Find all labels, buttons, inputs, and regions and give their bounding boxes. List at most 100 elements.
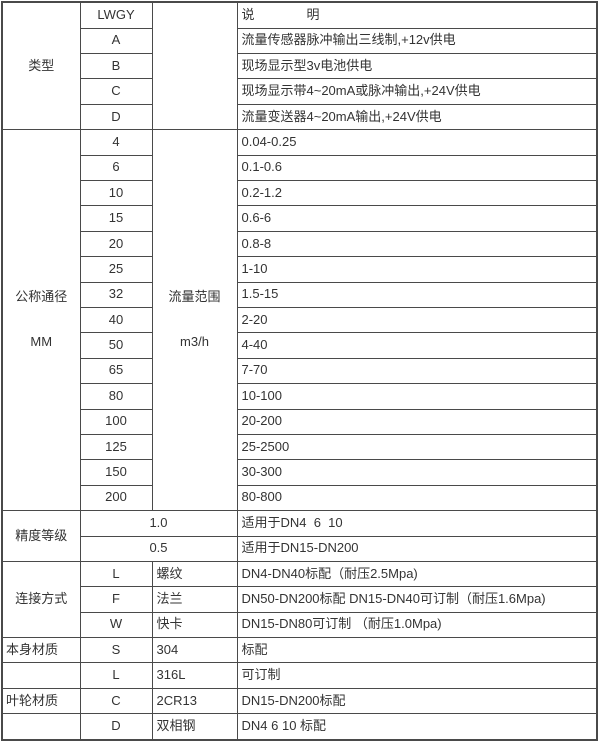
dn-cell: 100 xyxy=(79,408,153,435)
flow-range-cell: 80-800 xyxy=(236,484,598,512)
accuracy-desc: 适用于DN4 6 10 xyxy=(236,510,598,537)
connection-desc: DN15-DN80可订制 （耐压1.0Mpa) xyxy=(236,611,598,639)
connection-name: 快卡 xyxy=(151,611,238,639)
material-desc: DN15-DN200标配 xyxy=(236,687,598,715)
model-cell: LWGY xyxy=(79,1,153,29)
accuracy-desc: 适用于DN15-DN200 xyxy=(236,535,598,562)
accuracy-row: 0.5 适用于DN15-DN200 xyxy=(2,535,598,562)
dn-cell: 6 xyxy=(79,154,153,182)
material-label-empty xyxy=(1,713,81,741)
flow-range-cell: 0.8-8 xyxy=(236,230,598,258)
diameter-row: 200 80-800 xyxy=(2,484,598,512)
diameter-row: 25 1-10 xyxy=(2,256,598,283)
material-name: 316L xyxy=(151,662,238,689)
flow-range-label-line1: 流量范围 xyxy=(168,289,221,305)
type-row: D 流量变送器4~20mA输出,+24V供电 xyxy=(2,103,598,131)
material-name: 304 xyxy=(151,637,238,664)
flow-range-cell: 25-2500 xyxy=(236,433,598,461)
diameter-section-label: 公称通径 MM xyxy=(1,129,81,512)
type-desc: 现场显示型3v电池供电 xyxy=(236,53,598,80)
material-name: 2CR13 xyxy=(151,687,238,715)
flow-range-cell: 10-100 xyxy=(236,383,598,410)
diameter-row: 80 10-100 xyxy=(2,383,598,410)
diameter-row: 15 0.6-6 xyxy=(2,205,598,232)
dn-cell: 40 xyxy=(79,306,153,334)
diameter-row: 20 0.8-8 xyxy=(2,230,598,258)
flow-range-label: 流量范围 m3/h xyxy=(151,129,238,512)
type-desc: 流量变送器4~20mA输出,+24V供电 xyxy=(236,103,598,131)
connection-code: F xyxy=(79,586,153,613)
material-code: L xyxy=(79,662,153,689)
connection-name: 法兰 xyxy=(151,586,238,613)
flow-range-cell: 2-20 xyxy=(236,306,598,334)
material-code: C xyxy=(79,687,153,715)
dn-cell: 20 xyxy=(79,230,153,258)
diameter-row: 150 30-300 xyxy=(2,459,598,486)
flow-range-cell: 0.1-0.6 xyxy=(236,154,598,182)
flow-range-cell: 0.6-6 xyxy=(236,205,598,232)
diameter-row: 32 1.5-15 xyxy=(2,281,598,308)
dn-cell: 150 xyxy=(79,459,153,486)
material-label-empty xyxy=(1,662,81,689)
dn-cell: 65 xyxy=(79,357,153,385)
flow-range-cell: 30-300 xyxy=(236,459,598,486)
diameter-label-line2: MM xyxy=(30,334,53,350)
flow-range-cell: 7-70 xyxy=(236,357,598,385)
type-code: B xyxy=(79,53,153,80)
connection-code: L xyxy=(79,560,153,588)
flow-range-cell: 4-40 xyxy=(236,332,598,359)
flow-range-cell: 1-10 xyxy=(236,256,598,283)
impeller-material-label: 叶轮材质 xyxy=(1,687,81,715)
flow-range-cell: 1.5-15 xyxy=(236,281,598,308)
connection-row: F 法兰 DN50-DN200标配 DN15-DN40可订制（耐压1.6Mpa) xyxy=(2,586,598,613)
diameter-row: 65 7-70 xyxy=(2,357,598,385)
material-row: L 316L 可订制 xyxy=(1,662,598,689)
connection-desc: DN4-DN40标配（耐压2.5Mpa) xyxy=(236,560,598,588)
type-spacer-cell xyxy=(151,1,238,131)
type-desc: 现场显示带4~20mA或脉冲输出,+24V供电 xyxy=(236,78,598,105)
diameter-row: 125 25-2500 xyxy=(2,433,598,461)
accuracy-grade: 0.5 xyxy=(79,535,238,562)
connection-row: 连接方式 L 螺纹 DN4-DN40标配（耐压2.5Mpa) xyxy=(1,560,598,639)
dn-cell: 25 xyxy=(79,256,153,283)
connection-name: 螺纹 xyxy=(151,560,238,588)
connection-code: W xyxy=(79,611,153,639)
connection-row: W 快卡 DN15-DN80可订制 （耐压1.0Mpa) xyxy=(2,611,598,639)
diameter-row: 10 0.2-1.2 xyxy=(2,180,598,207)
accuracy-grade: 1.0 xyxy=(79,510,238,537)
type-row: B 现场显示型3v电池供电 xyxy=(2,53,598,80)
type-section-label: 类型 xyxy=(1,1,81,131)
type-header-row: 类型 LWGY 说 明 xyxy=(1,1,598,131)
diameter-row: 40 2-20 xyxy=(2,306,598,334)
type-code: D xyxy=(79,103,153,131)
flow-range-cell: 0.04-0.25 xyxy=(236,129,598,156)
type-row: C 现场显示带4~20mA或脉冲输出,+24V供电 xyxy=(2,78,598,105)
diameter-row: 50 4-40 xyxy=(2,332,598,359)
diameter-row: 6 0.1-0.6 xyxy=(2,154,598,182)
type-code: C xyxy=(79,78,153,105)
material-desc: DN4 6 10 标配 xyxy=(236,713,598,741)
flow-range-cell: 0.2-1.2 xyxy=(236,180,598,207)
description-header: 说 明 xyxy=(236,1,598,29)
material-desc: 可订制 xyxy=(236,662,598,689)
material-desc: 标配 xyxy=(236,637,598,664)
material-code: S xyxy=(79,637,153,664)
material-row: D 双相钢 DN4 6 10 标配 xyxy=(1,713,598,741)
dn-cell: 15 xyxy=(79,205,153,232)
body-material-label: 本身材质 xyxy=(1,637,81,664)
type-row: A 流量传感器脉冲输出三线制,+12v供电 xyxy=(2,27,598,55)
diameter-row: 100 20-200 xyxy=(2,408,598,435)
dn-cell: 32 xyxy=(79,281,153,308)
material-name: 双相钢 xyxy=(151,713,238,741)
material-code: D xyxy=(79,713,153,741)
accuracy-row: 精度等级 1.0 适用于DN4 6 10 xyxy=(1,510,598,562)
material-row: 本身材质 S 304 标配 xyxy=(1,637,598,664)
dn-cell: 125 xyxy=(79,433,153,461)
dn-cell: 4 xyxy=(79,129,153,156)
accuracy-section-label: 精度等级 xyxy=(1,510,81,562)
diameter-row: 公称通径 MM 4 流量范围 m3/h 0.04-0.25 xyxy=(1,129,598,512)
material-row: 叶轮材质 C 2CR13 DN15-DN200标配 xyxy=(1,687,598,715)
flow-range-cell: 20-200 xyxy=(236,408,598,435)
type-desc: 流量传感器脉冲输出三线制,+12v供电 xyxy=(236,27,598,55)
